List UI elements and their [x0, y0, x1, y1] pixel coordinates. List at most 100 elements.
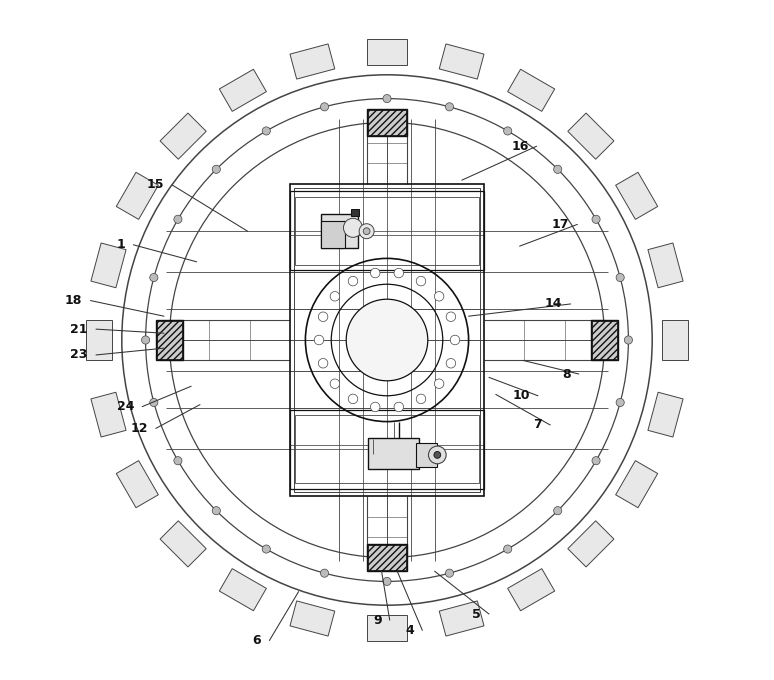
Text: 15: 15	[146, 178, 164, 192]
Bar	[508, 69, 555, 112]
Circle shape	[262, 127, 270, 135]
Bar	[91, 243, 126, 288]
Text: 6: 6	[252, 634, 261, 647]
Bar	[294, 188, 480, 492]
Circle shape	[262, 545, 270, 553]
Circle shape	[149, 273, 158, 282]
Bar	[648, 243, 683, 288]
Bar	[157, 321, 182, 359]
Bar	[368, 439, 420, 469]
Circle shape	[394, 269, 403, 278]
Bar	[219, 69, 266, 112]
Bar	[160, 113, 206, 159]
Bar	[508, 568, 555, 611]
Circle shape	[330, 379, 340, 388]
Bar	[91, 392, 126, 437]
Bar	[290, 410, 484, 488]
Text: 23: 23	[70, 348, 87, 362]
Circle shape	[616, 398, 625, 407]
Bar	[615, 172, 658, 220]
Bar	[663, 320, 688, 360]
Circle shape	[592, 215, 600, 223]
Text: 17: 17	[552, 218, 569, 231]
Bar	[367, 544, 407, 571]
Circle shape	[371, 402, 380, 411]
Bar	[116, 172, 159, 220]
Bar	[416, 443, 437, 466]
Bar	[368, 615, 406, 641]
Bar	[368, 39, 406, 65]
Bar	[568, 521, 614, 567]
Circle shape	[394, 402, 403, 411]
Circle shape	[446, 312, 456, 322]
Bar	[86, 320, 111, 360]
Text: 16: 16	[511, 139, 529, 153]
Circle shape	[434, 452, 440, 458]
Circle shape	[446, 358, 456, 368]
Bar	[591, 320, 618, 360]
Circle shape	[592, 457, 600, 465]
Text: 12: 12	[130, 422, 148, 435]
Circle shape	[174, 457, 182, 465]
Bar	[156, 320, 183, 360]
Circle shape	[142, 336, 149, 344]
Circle shape	[320, 569, 329, 577]
Circle shape	[625, 336, 632, 344]
Circle shape	[320, 103, 329, 111]
Text: 4: 4	[406, 624, 414, 637]
Text: 24: 24	[117, 400, 134, 413]
Bar	[367, 109, 407, 136]
Circle shape	[553, 507, 562, 515]
Bar	[290, 184, 484, 496]
Circle shape	[348, 276, 358, 286]
Circle shape	[149, 398, 158, 407]
Circle shape	[504, 545, 512, 553]
Circle shape	[344, 218, 362, 237]
Circle shape	[314, 335, 324, 345]
Bar	[295, 197, 479, 265]
Text: 5: 5	[472, 607, 481, 621]
Circle shape	[445, 569, 454, 577]
Text: 18: 18	[65, 294, 82, 307]
Circle shape	[359, 224, 374, 239]
Text: 10: 10	[512, 389, 529, 403]
Circle shape	[363, 228, 370, 235]
Circle shape	[318, 312, 328, 322]
Bar	[290, 192, 484, 269]
Circle shape	[434, 379, 444, 388]
Bar	[648, 392, 683, 437]
Circle shape	[330, 292, 340, 301]
Bar	[160, 521, 206, 567]
Circle shape	[318, 358, 328, 368]
Bar	[290, 601, 335, 636]
Circle shape	[212, 507, 221, 515]
Bar	[116, 460, 159, 508]
Circle shape	[212, 165, 221, 173]
Text: 8: 8	[562, 367, 570, 381]
Text: 7: 7	[533, 418, 542, 432]
Bar	[439, 601, 484, 636]
Bar	[368, 545, 406, 570]
Bar	[351, 209, 359, 216]
Bar	[219, 568, 266, 611]
Bar	[290, 44, 335, 79]
Circle shape	[348, 394, 358, 404]
Bar	[320, 221, 344, 248]
Bar	[320, 214, 358, 248]
Text: 21: 21	[70, 322, 87, 336]
Circle shape	[553, 165, 562, 173]
Circle shape	[416, 394, 426, 404]
Text: 9: 9	[373, 613, 382, 627]
Circle shape	[504, 127, 512, 135]
Bar	[615, 460, 658, 508]
Circle shape	[371, 269, 380, 278]
Circle shape	[429, 446, 446, 464]
Circle shape	[416, 276, 426, 286]
Circle shape	[174, 215, 182, 223]
Circle shape	[616, 273, 625, 282]
Circle shape	[383, 577, 391, 585]
Circle shape	[445, 103, 454, 111]
Bar	[568, 113, 614, 159]
Text: 14: 14	[545, 297, 563, 311]
Text: 1: 1	[116, 238, 125, 252]
